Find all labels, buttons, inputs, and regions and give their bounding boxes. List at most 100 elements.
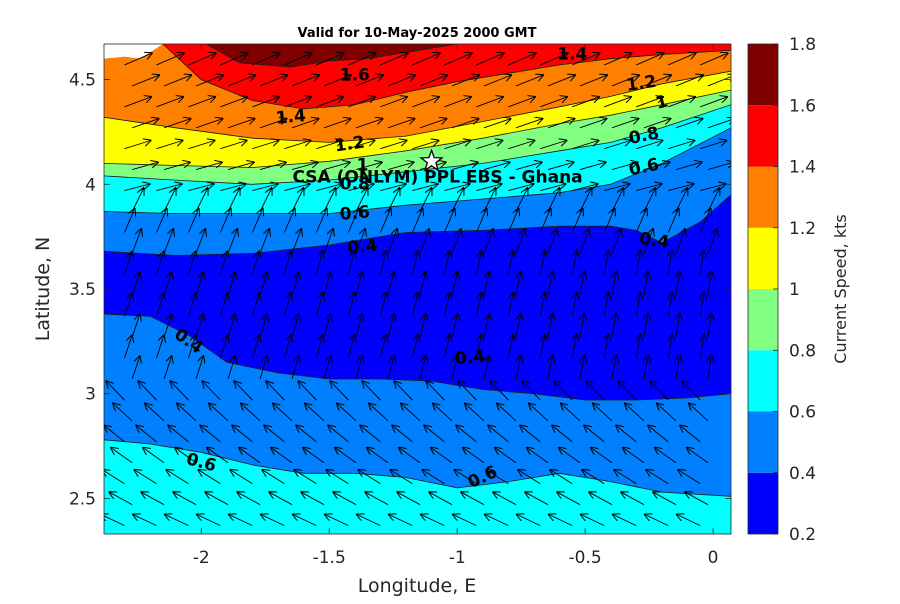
current-vector-arrow (539, 209, 550, 233)
current-vector-arrow (488, 426, 509, 443)
contour-label: 1 (654, 91, 671, 113)
current-vector-arrow (283, 251, 291, 275)
current-vector-arrow (330, 381, 349, 401)
current-vector-arrow (301, 492, 325, 506)
current-vector-arrow (483, 314, 489, 338)
site-star-marker (419, 148, 444, 172)
current-vector-arrow (618, 381, 637, 401)
current-vector-arrow (700, 251, 704, 275)
current-vector-arrow (316, 184, 341, 192)
current-vector-arrow (433, 403, 453, 422)
current-vector-arrow (219, 209, 230, 233)
current-vector-arrow (227, 356, 235, 380)
contour-line-0-6 (104, 439, 731, 497)
current-vector-arrow (252, 184, 277, 192)
current-vector-arrow (259, 162, 286, 171)
current-vector-arrow (676, 272, 680, 296)
current-vector-arrow (483, 229, 493, 254)
current-vector-arrow (124, 335, 133, 359)
current-vector-arrow (426, 381, 445, 401)
contour-line-0-6 (104, 127, 731, 215)
no-data-region (104, 44, 163, 59)
colorbar-segment (748, 350, 778, 412)
current-vector-arrow (643, 229, 653, 254)
y-tick-label: 4.5 (69, 71, 96, 91)
current-vector-arrow (525, 492, 549, 506)
current-vector-arrow (621, 492, 645, 506)
current-vector-arrow (291, 272, 299, 296)
current-vector-arrow (668, 97, 695, 108)
current-vector-arrow (163, 314, 172, 338)
current-vector-arrow (486, 470, 509, 485)
current-vector-arrow (315, 293, 322, 317)
current-vector-arrow (316, 53, 343, 66)
current-vector-arrow (643, 119, 670, 129)
current-vector-arrow (461, 492, 485, 506)
current-vector-arrow (518, 470, 541, 485)
current-vector-arrow (451, 162, 478, 171)
current-vector-arrow (419, 356, 426, 380)
current-vector-arrow (360, 426, 381, 443)
current-vector-arrow (323, 314, 330, 338)
y-tick-label: 2.5 (69, 489, 96, 509)
current-vector-arrow (604, 53, 631, 66)
current-vector-arrow (156, 252, 164, 275)
current-vector-arrow (188, 293, 196, 317)
current-vector-arrow (676, 313, 680, 338)
current-vector-arrow (323, 75, 351, 87)
current-vector-arrow (612, 272, 616, 296)
current-vector-arrow (580, 272, 584, 296)
current-vector-arrow (209, 403, 229, 422)
current-vector-arrow (515, 188, 528, 212)
current-vector-arrow (611, 75, 639, 87)
x-tick-label: -1.5 (313, 548, 346, 568)
current-vector-arrow (515, 75, 543, 87)
current-vector-arrow (451, 356, 457, 380)
current-vector-arrow (591, 448, 613, 464)
current-vector-arrow (463, 448, 485, 464)
current-vector-arrow (700, 334, 704, 359)
current-vector-arrow (507, 209, 518, 233)
current-vector-arrow (380, 53, 407, 66)
current-vector-arrow (508, 97, 535, 108)
current-vector-arrow (163, 75, 191, 87)
current-vector-arrow (131, 188, 143, 212)
current-vector-arrow (708, 313, 711, 338)
current-vector-arrow (517, 515, 541, 527)
current-vector-arrow (490, 381, 509, 401)
current-vector-arrow (348, 184, 373, 192)
current-vector-arrow (156, 293, 164, 317)
current-vector-arrow (202, 381, 221, 401)
current-vector-arrow (188, 184, 214, 192)
current-vector-arrow (136, 426, 157, 443)
current-vector-arrow (540, 184, 565, 192)
current-vector-arrow (675, 229, 685, 254)
contour-label: 1.6 (340, 65, 370, 85)
current-vector-arrow (195, 314, 203, 338)
current-vector-arrow (636, 251, 640, 275)
current-vector-arrow (454, 470, 477, 485)
current-vector-arrow (284, 97, 311, 108)
current-vector-arrow (483, 162, 510, 171)
current-vector-arrow (667, 209, 678, 233)
current-vector-arrow (387, 119, 414, 129)
current-vector-arrow (197, 515, 221, 527)
current-vector-arrow (315, 335, 322, 359)
current-vector-arrow (604, 184, 629, 192)
current-vector-arrow (604, 97, 631, 108)
current-vector-arrow (443, 209, 454, 233)
current-vector-arrow (614, 470, 637, 485)
current-vector-arrow (143, 448, 165, 464)
current-vector-arrow (411, 293, 418, 317)
current-vector-arrow (675, 75, 703, 87)
colorbar-segment (748, 44, 778, 106)
current-vector-arrow (379, 293, 386, 317)
current-vector-arrow (365, 492, 389, 506)
current-vector-arrow (451, 75, 479, 87)
current-vector-arrow (251, 335, 259, 359)
current-vector-arrow (291, 314, 299, 338)
current-vector-arrow (124, 184, 150, 192)
current-vector-arrow (540, 335, 545, 359)
current-vector-arrow (668, 293, 672, 317)
current-vector-arrow (227, 75, 255, 87)
